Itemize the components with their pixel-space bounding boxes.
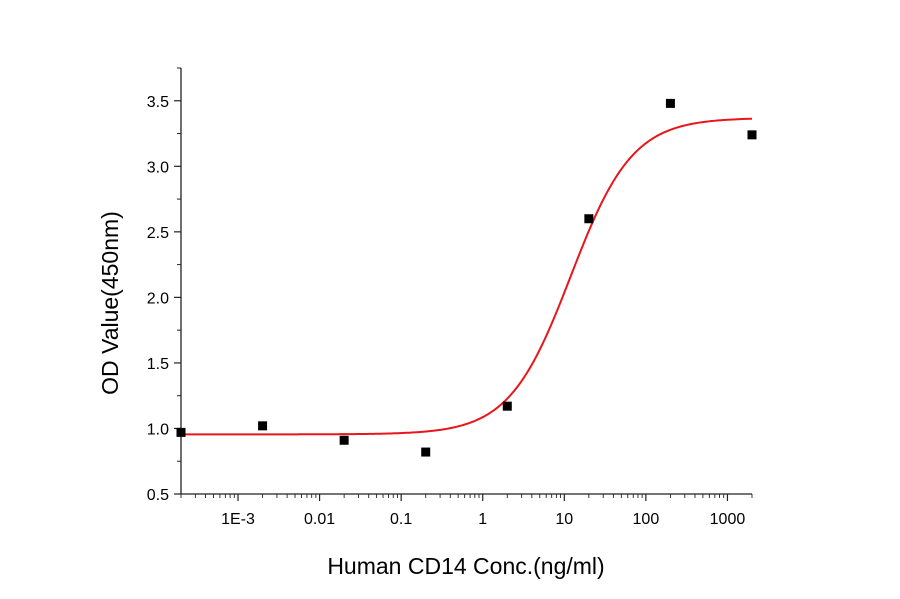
data-point xyxy=(502,401,512,411)
data-point xyxy=(665,98,675,108)
y-tick-label: 2.5 xyxy=(147,225,169,242)
fit-curve-layer xyxy=(181,117,753,436)
axes: 0.5 1.0 1.5 2.0 2.5 3.0 3.5 1E-3 0.01 0.1 1 10 100 10… xyxy=(147,67,753,528)
x-tick-label: 10 xyxy=(555,511,573,528)
y-tick-label: 3.0 xyxy=(147,159,169,176)
data-point xyxy=(747,130,757,140)
fit-curve-line xyxy=(181,117,753,436)
x-tick-label: 1E-3 xyxy=(221,511,255,528)
y-tick-label: 1.5 xyxy=(147,356,169,373)
data-point xyxy=(421,447,431,457)
y-tick-label: 3.5 xyxy=(147,94,169,111)
x-tick-label: 1000 xyxy=(710,511,746,528)
x-axis-label: Human CD14 Conc.(ng/ml) xyxy=(327,553,604,579)
y-axis-label: OD Value(450nm) xyxy=(97,211,123,395)
y-tick-label: 1.0 xyxy=(147,421,169,438)
y-tick-label: 0.5 xyxy=(147,487,169,504)
data-point xyxy=(258,421,268,431)
x-tick-label: 100 xyxy=(633,511,660,528)
x-tick-label: 1 xyxy=(478,511,487,528)
data-point xyxy=(584,214,594,224)
data-points-layer xyxy=(176,98,757,457)
data-point xyxy=(176,427,186,437)
y-tick-label: 2.0 xyxy=(147,290,169,307)
x-tick-label: 0.01 xyxy=(304,511,335,528)
data-point xyxy=(339,435,349,445)
x-tick-label: 0.1 xyxy=(390,511,412,528)
